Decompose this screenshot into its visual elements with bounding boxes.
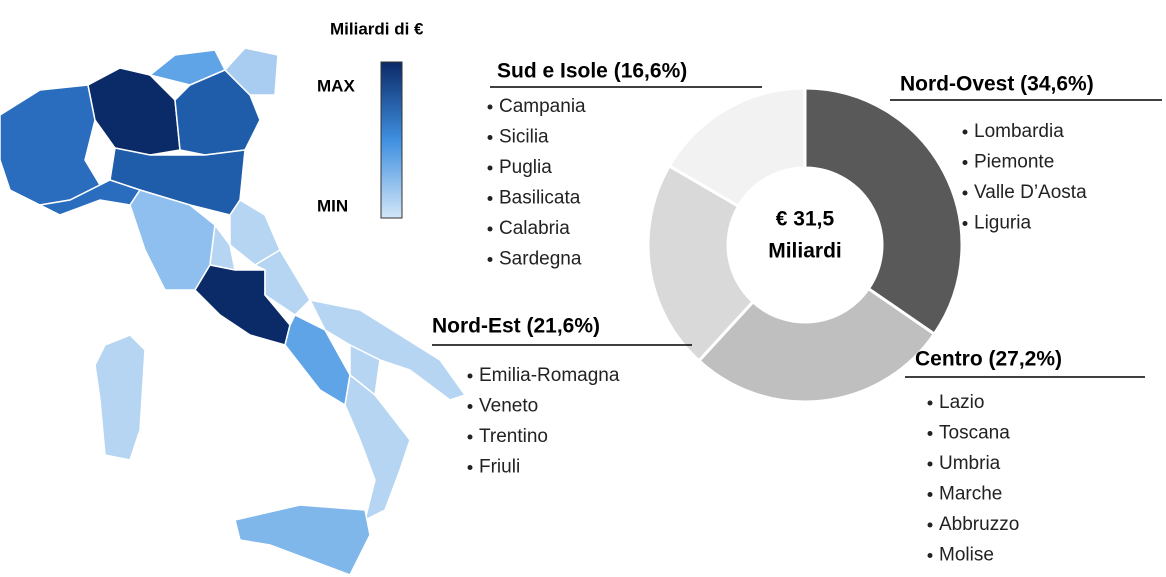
bullet — [487, 257, 493, 262]
bullet — [927, 400, 933, 406]
bullet — [962, 221, 968, 226]
region-name: Basilicata — [499, 188, 581, 209]
region-name: Campania — [499, 96, 586, 117]
bullet — [927, 492, 933, 497]
bullet — [487, 135, 493, 140]
region-name: Trentino — [479, 426, 548, 447]
region-group-title: Sud e Isole (16,6%) — [497, 60, 687, 83]
region-name: Lazio — [939, 392, 984, 413]
region-name: Valle D’Aosta — [974, 182, 1087, 203]
bullet — [487, 226, 493, 232]
donut-segment — [696, 286, 937, 404]
region-name: Umbria — [939, 453, 1001, 474]
region-name: Calabria — [499, 218, 570, 239]
donut-segment — [646, 163, 756, 363]
region-name: Veneto — [479, 396, 538, 417]
region-name: Puglia — [499, 157, 552, 178]
region-name: Molise — [939, 545, 994, 566]
region-name: Emilia-Romagna — [479, 365, 620, 386]
map-legend-title: Miliardi di € — [330, 19, 424, 38]
donut-segment — [667, 86, 807, 209]
center-label: € 31,5 — [776, 208, 835, 231]
region-group-title: Nord-Est (21,6%) — [432, 315, 600, 338]
donut-segment — [803, 86, 964, 337]
bullet — [927, 522, 933, 528]
region-name: Abbruzzo — [939, 514, 1019, 535]
region-group-title: Centro (27,2%) — [915, 348, 1062, 371]
bullet — [487, 165, 493, 171]
bullet — [927, 431, 933, 436]
bullet — [927, 553, 933, 558]
bullet — [927, 461, 933, 467]
bullet — [467, 404, 473, 409]
bullet — [487, 196, 493, 201]
bullet — [467, 373, 473, 379]
bullet — [962, 160, 968, 165]
italy-map — [0, 47, 467, 576]
region-name: Sicilia — [499, 127, 549, 148]
region-name: Sardegna — [499, 249, 582, 270]
bullet — [487, 104, 493, 110]
bullet — [962, 190, 968, 196]
region-name: Liguria — [974, 213, 1031, 234]
map-legend-bar — [380, 61, 403, 219]
bullet — [962, 129, 968, 135]
map-legend-max: MAX — [317, 76, 355, 95]
bullet — [467, 465, 473, 470]
region-group-title: Nord-Ovest (34,6%) — [900, 73, 1094, 96]
region-name: Friuli — [479, 457, 520, 478]
region-name: Toscana — [939, 423, 1010, 444]
region-name: Piemonte — [974, 152, 1054, 173]
center-label: Miliardi — [768, 240, 842, 263]
map-legend-min: MIN — [317, 196, 348, 215]
bullet — [467, 434, 473, 440]
region-name: Lombardia — [974, 121, 1064, 142]
region-name: Marche — [939, 484, 1002, 505]
